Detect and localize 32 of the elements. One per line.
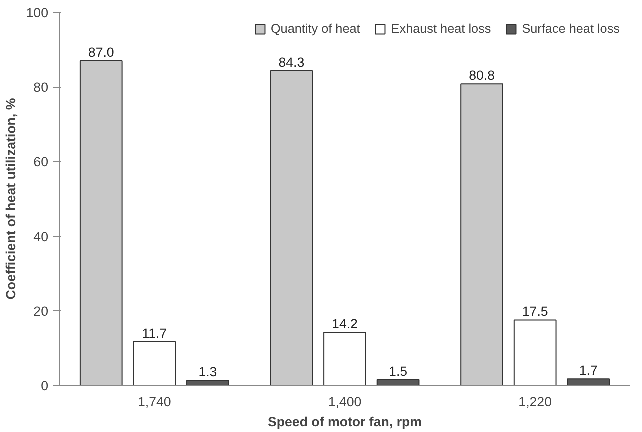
- y-tick-label: 0: [41, 378, 49, 394]
- bar: [133, 341, 176, 386]
- y-tick-label: 40: [34, 229, 49, 244]
- bar: [567, 378, 610, 386]
- bar: [460, 84, 504, 386]
- data-label: 87.0: [88, 44, 114, 60]
- bar: [514, 320, 557, 386]
- data-label: 11.7: [142, 326, 168, 341]
- y-tick-label: 20: [34, 304, 49, 319]
- x-tick-label: 1,740: [138, 394, 172, 410]
- data-label: 1.3: [198, 364, 218, 380]
- y-tick-label: 80: [34, 80, 49, 96]
- bar: [186, 380, 230, 386]
- x-tick-label: 1,400: [328, 394, 362, 410]
- data-label: 1.7: [579, 363, 598, 378]
- bar: [376, 379, 420, 386]
- legend-label: Exhaust heat loss: [391, 22, 492, 36]
- legend-label: Quantity of heat: [270, 22, 360, 36]
- data-label: 1.5: [389, 364, 408, 379]
- data-label: 84.3: [278, 55, 305, 70]
- data-label: 80.8: [469, 68, 496, 84]
- data-label: 17.5: [522, 304, 548, 320]
- y-axis-title: Coefficient of heat utilization, %: [3, 98, 18, 300]
- legend-label: Surface heat loss: [522, 22, 620, 36]
- x-axis-title: Speed of motor fan, rpm: [268, 414, 422, 430]
- bar: [80, 60, 123, 386]
- y-tick-label: 100: [26, 6, 49, 20]
- y-tick-label: 60: [34, 154, 49, 170]
- bar: [324, 332, 366, 386]
- x-tick-label: 1,220: [518, 394, 552, 410]
- bar: [270, 70, 314, 386]
- data-label: 14.2: [332, 316, 358, 332]
